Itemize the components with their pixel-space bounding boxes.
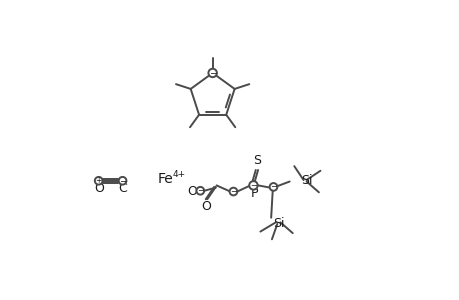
Text: −: − <box>269 182 276 191</box>
Text: −: − <box>196 186 203 195</box>
Text: Fe: Fe <box>157 172 173 186</box>
Text: C: C <box>118 182 127 195</box>
Circle shape <box>118 177 126 184</box>
Circle shape <box>208 69 216 77</box>
Text: 4+: 4+ <box>172 170 185 179</box>
Text: S: S <box>253 154 261 167</box>
Text: −: − <box>118 176 126 185</box>
Circle shape <box>229 188 237 195</box>
Text: O: O <box>94 182 103 195</box>
Text: −: − <box>230 187 236 196</box>
Circle shape <box>269 183 277 191</box>
Text: Si: Si <box>273 217 285 230</box>
Text: P: P <box>250 187 257 200</box>
Text: Si: Si <box>301 174 312 187</box>
Circle shape <box>249 181 257 190</box>
Text: O: O <box>201 200 211 213</box>
Text: −: − <box>208 68 216 77</box>
Text: −: − <box>249 181 257 190</box>
Circle shape <box>196 187 204 195</box>
Circle shape <box>95 177 102 184</box>
Text: O: O <box>187 185 197 198</box>
Text: +: + <box>95 176 101 185</box>
